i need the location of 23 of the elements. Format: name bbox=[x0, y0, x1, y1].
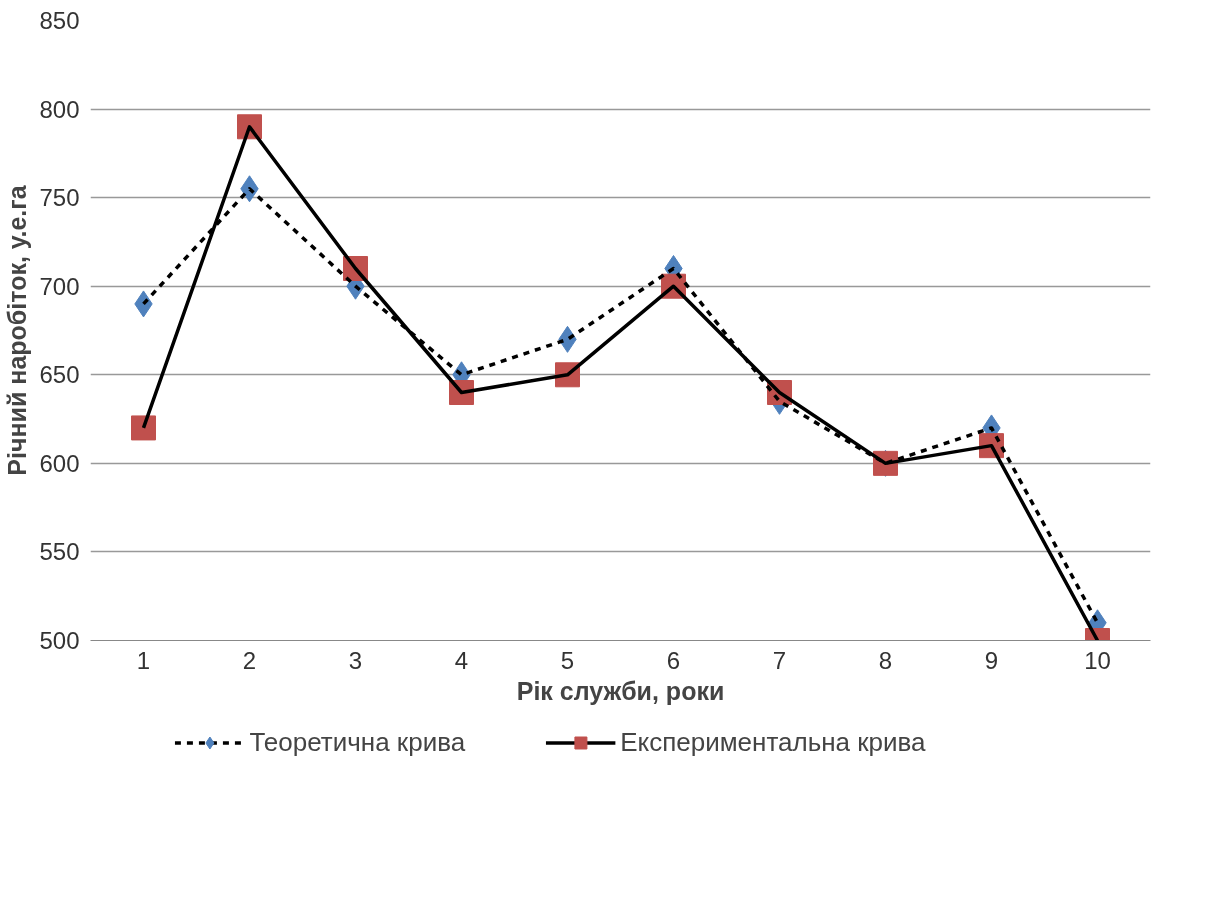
y-tick-label: 650 bbox=[39, 361, 80, 389]
x-tick-label: 6 bbox=[666, 646, 681, 674]
x-tick-label: 5 bbox=[560, 646, 575, 674]
legend-label: Теоретична крива bbox=[249, 726, 466, 758]
x-tick-label: 1 bbox=[136, 646, 151, 674]
y-tick-label: 850 bbox=[39, 7, 80, 34]
y-tick-label: 800 bbox=[39, 95, 80, 123]
y-tick-label: 750 bbox=[39, 184, 80, 212]
x-tick-label: 2 bbox=[242, 646, 257, 674]
x-tick-label: 9 bbox=[984, 646, 999, 674]
x-tick-label: 3 bbox=[348, 646, 363, 674]
y-tick-label: 700 bbox=[39, 272, 80, 300]
x-tick-label: 4 bbox=[454, 646, 469, 674]
x-tick-label: 7 bbox=[772, 646, 787, 674]
y-tick-label: 500 bbox=[39, 627, 80, 654]
legend-label: Експериментальна крива bbox=[620, 726, 926, 758]
y-tick-label: 600 bbox=[39, 449, 80, 477]
y-axis-title: Річний наробіток, у.е.га bbox=[3, 184, 32, 476]
x-tick-label: 10 bbox=[1084, 646, 1111, 674]
y-tick-label: 550 bbox=[39, 538, 80, 566]
point bbox=[131, 415, 156, 441]
x-axis-title: Рік служби, роки bbox=[516, 676, 725, 705]
x-tick-label: 8 bbox=[878, 646, 893, 674]
